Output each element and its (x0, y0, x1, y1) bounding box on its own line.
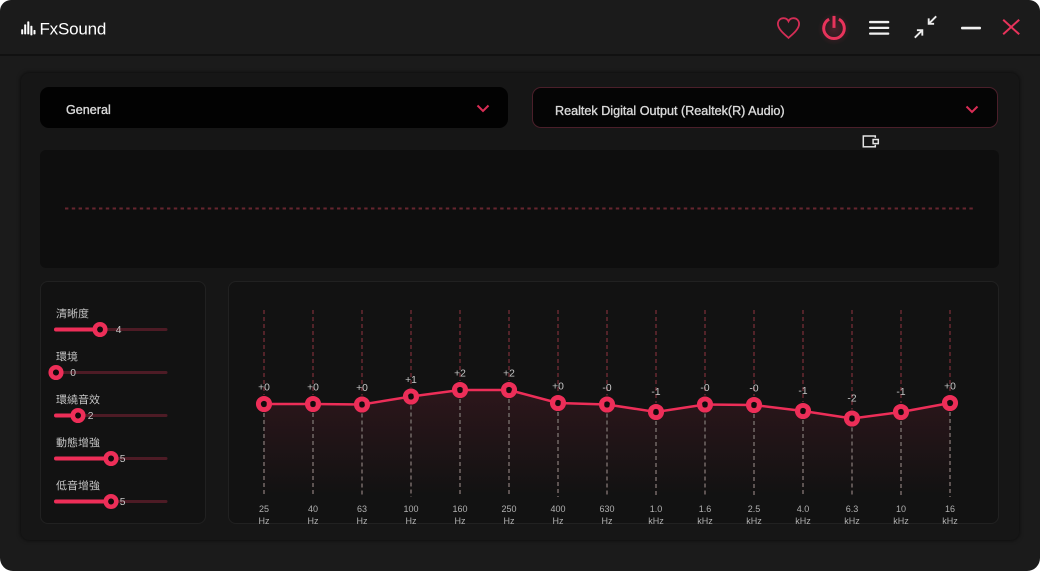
svg-text:250: 250 (501, 504, 516, 514)
svg-text:5: 5 (120, 497, 126, 508)
svg-text:Hz: Hz (308, 516, 319, 524)
svg-text:-1: -1 (896, 387, 905, 398)
svg-text:kHz: kHz (648, 516, 664, 524)
svg-text:160: 160 (452, 504, 467, 514)
svg-text:+0: +0 (944, 382, 956, 393)
svg-text:kHz: kHz (893, 516, 909, 524)
svg-text:4.0: 4.0 (797, 504, 810, 514)
svg-text:-2: -2 (847, 394, 856, 405)
svg-text:16: 16 (945, 504, 955, 514)
svg-text:2: 2 (88, 411, 94, 422)
svg-text:+0: +0 (356, 383, 368, 394)
svg-text:+2: +2 (454, 369, 466, 380)
svg-text:1.6: 1.6 (699, 504, 712, 514)
svg-text:kHz: kHz (844, 516, 860, 524)
svg-text:-1: -1 (798, 386, 807, 397)
svg-text:+1: +1 (405, 375, 417, 386)
svg-text:100: 100 (403, 504, 418, 514)
svg-text:kHz: kHz (795, 516, 811, 524)
svg-text:-0: -0 (602, 383, 611, 394)
svg-text:+2: +2 (503, 369, 515, 380)
svg-text:25: 25 (259, 504, 269, 514)
svg-text:Hz: Hz (406, 516, 417, 524)
svg-text:kHz: kHz (697, 516, 713, 524)
svg-text:kHz: kHz (942, 516, 958, 524)
svg-text:6.3: 6.3 (846, 504, 859, 514)
svg-text:Hz: Hz (553, 516, 564, 524)
svg-text:Hz: Hz (504, 516, 515, 524)
svg-text:+0: +0 (552, 382, 564, 393)
svg-text:2.5: 2.5 (748, 504, 761, 514)
svg-text:Hz: Hz (455, 516, 466, 524)
svg-text:40: 40 (308, 504, 318, 514)
svg-text:0: 0 (70, 368, 76, 379)
svg-text:10: 10 (896, 504, 906, 514)
svg-text:4: 4 (116, 325, 122, 336)
svg-text:-1: -1 (651, 387, 660, 398)
svg-text:-0: -0 (749, 384, 758, 395)
svg-text:Hz: Hz (357, 516, 368, 524)
svg-text:400: 400 (550, 504, 565, 514)
svg-text:+0: +0 (307, 383, 319, 394)
svg-text:63: 63 (357, 504, 367, 514)
svg-text:Hz: Hz (602, 516, 613, 524)
svg-text:1.0: 1.0 (650, 504, 663, 514)
svg-text:Hz: Hz (259, 516, 270, 524)
svg-text:FxSound: FxSound (40, 20, 107, 39)
svg-text:-0: -0 (700, 383, 709, 394)
svg-text:630: 630 (599, 504, 614, 514)
svg-text:5: 5 (120, 454, 126, 465)
svg-text:+0: +0 (258, 383, 270, 394)
svg-text:kHz: kHz (746, 516, 762, 524)
